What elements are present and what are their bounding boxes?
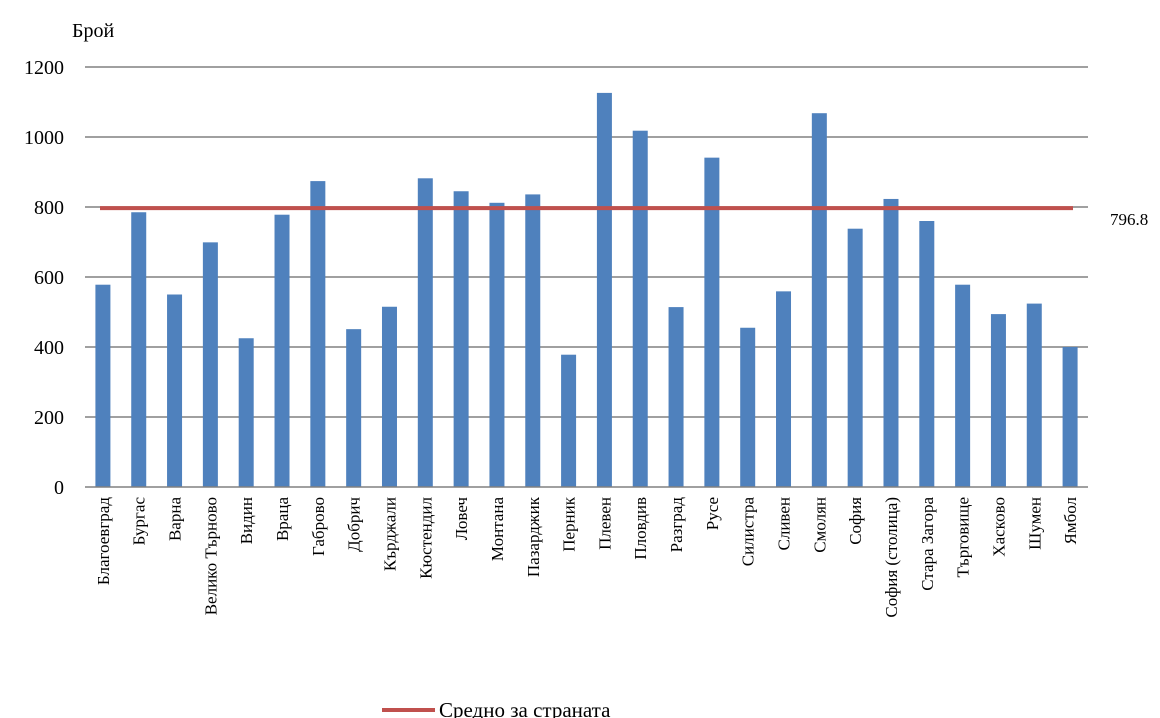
x-tick-label: Враца — [273, 497, 292, 541]
bar — [489, 202, 505, 488]
y-tick-label: 1000 — [24, 127, 64, 149]
x-tick-label: Монтана — [488, 497, 507, 562]
bar — [525, 194, 541, 487]
x-tick-label: Добрич — [345, 497, 364, 552]
x-tick-label: Пловдив — [631, 497, 650, 560]
y-tick-label: 0 — [54, 477, 64, 499]
legend: Средно за страната — [382, 698, 611, 718]
x-tick-label: София (столица) — [882, 497, 901, 618]
x-tick-label: Пазарджик — [524, 496, 543, 577]
bars — [95, 92, 1078, 488]
x-tick-label: Шумен — [1025, 497, 1044, 550]
y-tick-label: 600 — [34, 267, 64, 289]
bar — [740, 327, 756, 487]
bar — [417, 178, 433, 488]
x-tick-label: Плевен — [595, 497, 614, 550]
bar — [776, 291, 792, 487]
x-tick-label: Стара Загора — [918, 497, 937, 591]
bar — [668, 307, 684, 487]
x-tick-label: Видин — [237, 497, 256, 544]
x-tick-label: Варна — [166, 497, 185, 541]
y-tick-labels: 0 200 400 600 800 1000 1200 — [24, 57, 64, 499]
bar — [883, 198, 899, 487]
bar — [167, 294, 183, 487]
bar — [919, 221, 935, 487]
bar — [346, 329, 362, 487]
bar — [847, 228, 863, 487]
x-tick-labels: Благоевград Бургас Варна Велико Търново Види… — [94, 496, 1080, 617]
bar — [1026, 303, 1042, 487]
y-tick-label: 400 — [34, 337, 64, 359]
gridlines — [85, 66, 1088, 418]
bar — [381, 306, 397, 487]
bar — [704, 157, 720, 487]
bar — [596, 92, 612, 488]
bar — [811, 113, 827, 487]
average-value-label: 796.8 — [1110, 210, 1148, 229]
x-tick-label: Габрово — [309, 497, 328, 556]
x-tick-label: Русе — [703, 497, 722, 530]
bar — [95, 284, 111, 487]
x-tick-label: Ловеч — [452, 497, 471, 541]
x-tick-label: Велико Търново — [201, 497, 220, 615]
x-tick-label: Благоевград — [94, 497, 113, 585]
bar — [990, 314, 1006, 487]
x-tick-label: София — [846, 497, 865, 545]
legend-label-average: Средно за страната — [439, 698, 611, 718]
bar — [310, 181, 326, 487]
y-tick-label: 1200 — [24, 57, 64, 79]
x-tick-label: Търговище — [954, 497, 973, 577]
x-tick-label: Бургас — [130, 497, 149, 546]
bar — [955, 284, 971, 487]
bar — [632, 130, 648, 487]
x-tick-label: Сливен — [775, 497, 794, 551]
x-tick-label: Хасково — [989, 497, 1008, 557]
x-tick-label: Перник — [560, 496, 579, 552]
x-tick-label: Смолян — [810, 497, 829, 553]
x-tick-label: Кърджали — [380, 497, 399, 571]
x-tick-label: Силистра — [739, 497, 758, 567]
y-tick-label: 200 — [34, 407, 64, 429]
x-tick-label: Ямбол — [1061, 496, 1080, 544]
x-tick-label: Кюстендил — [416, 496, 435, 578]
bar — [202, 242, 218, 487]
y-tick-label: 800 — [34, 197, 64, 219]
bar — [238, 338, 254, 487]
bar — [561, 354, 577, 487]
bar — [131, 212, 147, 487]
bar — [453, 191, 469, 487]
bar — [1062, 347, 1078, 487]
bar — [274, 214, 290, 487]
x-tick-label: Разград — [667, 497, 686, 553]
y-axis-label: Брой — [72, 20, 114, 42]
